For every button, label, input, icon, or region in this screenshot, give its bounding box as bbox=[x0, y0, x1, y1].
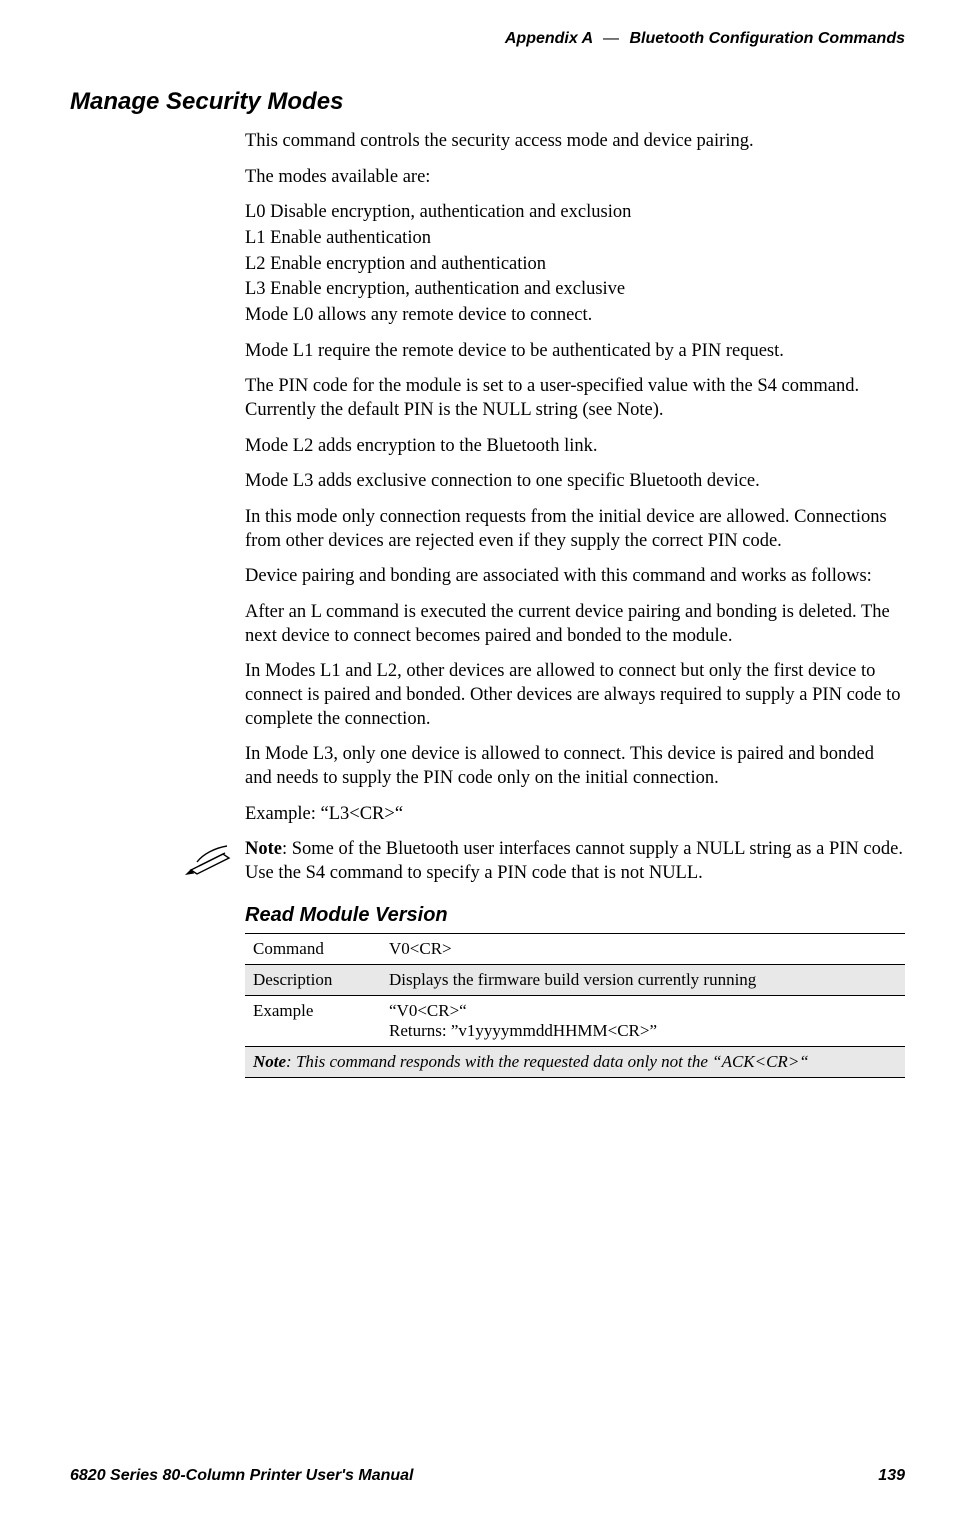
table-note-text: : This command responds with the request… bbox=[286, 1052, 809, 1071]
note-text: Note: Some of the Bluetooth user interfa… bbox=[245, 838, 905, 885]
table-note-cell: Note: This command responds with the req… bbox=[245, 1046, 905, 1077]
paragraph: Mode L0 allows any remote device to conn… bbox=[245, 304, 905, 328]
body-column: This command controls the security acces… bbox=[245, 130, 905, 826]
table-cell-value: V0<CR> bbox=[381, 933, 905, 964]
section-heading: Manage Security Modes bbox=[70, 88, 905, 116]
subsection-column: Read Module Version Command V0<CR> Descr… bbox=[245, 904, 905, 1078]
paragraph: Mode L1 require the remote device to be … bbox=[245, 340, 905, 364]
header-dash: — bbox=[603, 30, 619, 47]
paragraph-indented: In this mode only connection requests fr… bbox=[245, 506, 905, 553]
note-icon bbox=[185, 840, 235, 881]
paragraph-indented: The PIN code for the module is set to a … bbox=[245, 375, 905, 422]
paragraph: Mode L2 adds encryption to the Bluetooth… bbox=[245, 435, 905, 459]
table-note-label: Note bbox=[253, 1052, 286, 1071]
table-cell-value: Displays the firmware build version curr… bbox=[381, 964, 905, 995]
table-cell-value: “V0<CR>“ Returns: ”v1yyyymmddHHMM<CR>” bbox=[381, 995, 905, 1046]
header-title: Bluetooth Configuration Commands bbox=[629, 30, 905, 47]
paragraph: Example: “L3<CR>“ bbox=[245, 803, 905, 827]
mode-item: L1 Enable authentication bbox=[245, 227, 905, 251]
command-table-body: Command V0<CR> Description Displays the … bbox=[245, 933, 905, 1077]
note-label: Note bbox=[245, 839, 282, 859]
table-row: Command V0<CR> bbox=[245, 933, 905, 964]
mode-item: L3 Enable encryption, authentication and… bbox=[245, 278, 905, 302]
paragraph: Device pairing and bonding are associate… bbox=[245, 565, 905, 589]
page: Appendix A — Bluetooth Configuration Com… bbox=[0, 0, 975, 1515]
mode-item: L0 Disable encryption, authentication an… bbox=[245, 201, 905, 225]
page-footer: 6820 Series 80-Column Printer User's Man… bbox=[70, 1467, 905, 1485]
mode-item: L2 Enable encryption and authentication bbox=[245, 253, 905, 277]
paragraph: The modes available are: bbox=[245, 166, 905, 190]
command-table: Command V0<CR> Description Displays the … bbox=[245, 933, 905, 1078]
header-appendix: Appendix A bbox=[505, 30, 593, 47]
note-body: : Some of the Bluetooth user interfaces … bbox=[245, 839, 903, 883]
footer-right: 139 bbox=[878, 1467, 905, 1485]
footer-left: 6820 Series 80-Column Printer User's Man… bbox=[70, 1467, 414, 1485]
table-row-note: Note: This command responds with the req… bbox=[245, 1046, 905, 1077]
table-cell-label: Description bbox=[245, 964, 381, 995]
paragraph: After an L command is executed the curre… bbox=[245, 601, 905, 648]
paragraph: Mode L3 adds exclusive connection to one… bbox=[245, 470, 905, 494]
subsection-heading: Read Module Version bbox=[245, 904, 905, 927]
table-row: Example “V0<CR>“ Returns: ”v1yyyymmddHHM… bbox=[245, 995, 905, 1046]
table-cell-label: Command bbox=[245, 933, 381, 964]
table-row: Description Displays the firmware build … bbox=[245, 964, 905, 995]
note-row: Note: Some of the Bluetooth user interfa… bbox=[185, 838, 905, 885]
running-header: Appendix A — Bluetooth Configuration Com… bbox=[70, 30, 905, 48]
paragraph: This command controls the security acces… bbox=[245, 130, 905, 154]
table-cell-label: Example bbox=[245, 995, 381, 1046]
paragraph: In Modes L1 and L2, other devices are al… bbox=[245, 660, 905, 731]
paragraph: In Mode L3, only one device is allowed t… bbox=[245, 743, 905, 790]
